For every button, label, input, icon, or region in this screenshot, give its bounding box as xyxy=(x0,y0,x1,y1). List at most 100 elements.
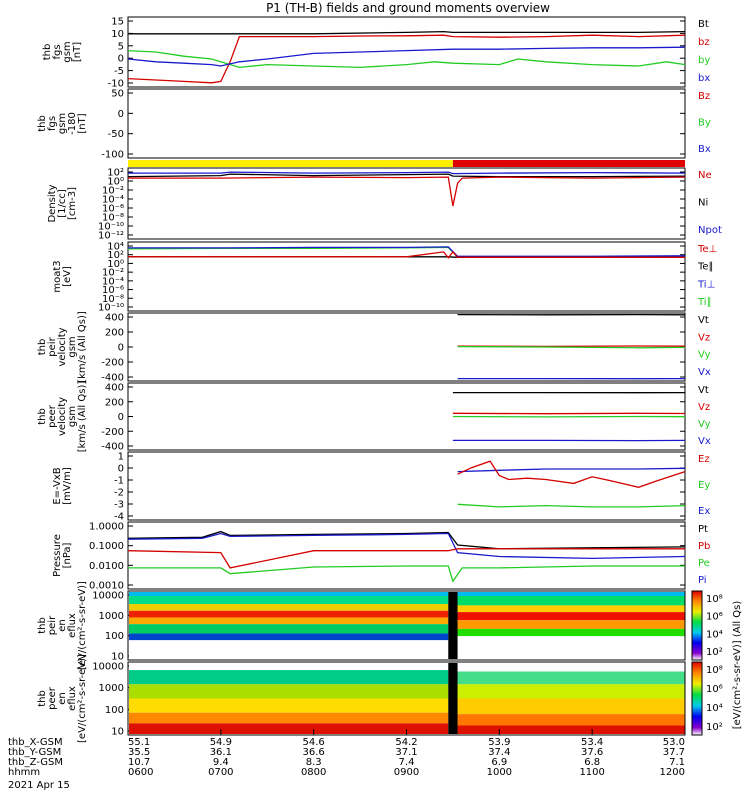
y-axis-label-line: velocity xyxy=(57,397,68,436)
legend-entry: Npot xyxy=(698,225,722,236)
y-tick-label: 10 xyxy=(111,652,124,663)
y-tick-label: -100 xyxy=(101,150,124,161)
legend-entry: Vx xyxy=(698,367,711,378)
y-axis-label-line: [nT] xyxy=(72,42,83,62)
spectrogram-band xyxy=(457,684,685,699)
spectrogram-band xyxy=(129,698,449,713)
legend-entry: Bx xyxy=(698,144,711,155)
y-axis-label-line: E=-VxB xyxy=(52,467,63,504)
y-tick-label: 200 xyxy=(105,397,124,408)
footer-value: 36.1 xyxy=(210,747,232,758)
footer-value: 53.4 xyxy=(581,737,603,748)
y-tick-label: 10⁻¹² xyxy=(98,231,124,242)
legend-entry: Ez xyxy=(698,454,710,465)
y-tick-label: 1 xyxy=(118,452,124,463)
y-tick-label: 400 xyxy=(105,313,124,324)
spectrogram-band xyxy=(129,633,449,641)
footer-value: 7.4 xyxy=(399,757,415,768)
y-tick-label: 0.0100 xyxy=(89,561,124,572)
y-axis-label: Pressure [nPa] xyxy=(52,534,73,577)
spectrogram-band xyxy=(129,610,449,618)
y-axis-label-line: thb xyxy=(37,690,48,707)
y-tick-label: -5 xyxy=(114,66,124,77)
y-axis-label-line: fgs xyxy=(47,116,58,131)
series-line-Pb xyxy=(127,548,685,569)
series-line-Pi xyxy=(127,532,686,560)
spectrogram-band xyxy=(129,592,449,597)
y-axis-label-line: [nT] xyxy=(77,113,88,133)
y-tick-label: 10⁻⁸ xyxy=(102,294,124,305)
panel-frame xyxy=(127,590,686,661)
y-axis-label-line: peer xyxy=(47,404,58,428)
y-tick-label: 10 xyxy=(111,727,124,738)
y-tick-label: 5 xyxy=(118,41,124,52)
y-tick-label: 10 xyxy=(111,29,124,40)
y-tick-label: -200 xyxy=(101,427,124,438)
legend-entry: Te⊥ xyxy=(697,244,717,255)
colorbar-tick-label: 10⁴ xyxy=(706,629,723,640)
colorbar-2 xyxy=(691,661,703,736)
y-axis-label: thb peer en eflux [eV/(cm²-s-sr-eV)] xyxy=(37,654,88,743)
legend-entry: Bt xyxy=(698,19,709,30)
footer-value: 37.1 xyxy=(395,747,417,758)
spectrogram-band xyxy=(457,596,685,606)
y-tick-label: 10⁰ xyxy=(107,259,124,270)
legend-entry: Ex xyxy=(698,506,710,517)
y-tick-label: -3 xyxy=(114,500,124,511)
series-line-Bt xyxy=(128,30,686,35)
y-axis-label-line: peer xyxy=(47,686,58,710)
y-tick-label: 0 xyxy=(118,343,124,354)
y-axis-label-line: en xyxy=(57,619,68,632)
footer-row-label: hhmm xyxy=(8,767,40,778)
legend-entry: bz xyxy=(698,37,710,48)
spectrogram-band xyxy=(129,640,449,659)
status-bar-yellow xyxy=(128,160,453,167)
footer-value: 54.6 xyxy=(303,737,325,748)
panel-p2: 50 0 -50 -100 thb fgs gsm -180 [nT] Bz By Bx xyxy=(37,88,711,161)
series-line-Ti∥ xyxy=(127,246,686,258)
y-tick-label: 10⁰ xyxy=(107,177,124,188)
footer-value: 6.8 xyxy=(584,757,600,768)
colorbar-tick-label: 10⁸ xyxy=(706,594,723,605)
y-axis-label-line: en xyxy=(57,692,68,705)
y-axis-label: thb peir velocity gsm [km/s (All Qs)] xyxy=(37,311,88,383)
spectrogram-band xyxy=(129,723,449,734)
y-tick-label: 10⁻² xyxy=(102,268,124,279)
y-axis-label-line: gsm xyxy=(62,41,73,62)
footer-value: 0600 xyxy=(128,767,153,778)
spectrogram-band xyxy=(457,671,685,685)
panel-p9: 10000 1000 100 10 thb peir en eflux [eV/(cm²-s-s… xyxy=(37,581,686,670)
y-tick-label: 10² xyxy=(107,168,124,179)
spectrogram-band xyxy=(457,698,685,715)
spectrogram-band xyxy=(457,612,685,621)
y-tick-label: 50 xyxy=(111,89,124,100)
y-axis-label-line: moat3 xyxy=(52,260,63,292)
y-axis-label: moat3 [eV] xyxy=(52,260,73,292)
figure-title: P1 (TH-B) fields and ground moments over… xyxy=(266,1,550,15)
series-line-Ey xyxy=(457,503,686,508)
y-axis-label-line: thb xyxy=(37,617,48,634)
panel-frame xyxy=(127,451,686,521)
y-tick-label: 0 xyxy=(118,464,124,475)
panel-frame xyxy=(127,16,686,88)
series-line-Ni xyxy=(127,173,686,178)
y-axis-label-line: [km/s (All Qs)] xyxy=(77,381,88,453)
panel-p10: 10000 1000 100 10 thb peer en eflux [eV/(cm²-s-s… xyxy=(37,654,686,743)
y-axis-label: thb peer velocity gsm [km/s (All Qs)] xyxy=(37,381,88,453)
y-axis-label-line: Density xyxy=(47,184,58,222)
footer-value: 1000 xyxy=(487,767,512,778)
y-axis-label-line: [cm-3] xyxy=(67,187,78,220)
y-axis-label-line: [nPa] xyxy=(62,542,73,568)
y-axis-label-line: gsm xyxy=(67,336,78,357)
footer-value: 53.0 xyxy=(663,737,685,748)
colorbar-label-group: [eV/(cm²-s-sr-eV)] (All Qs) xyxy=(732,601,743,730)
panel-frame xyxy=(127,88,686,159)
y-tick-label: 10000 xyxy=(92,591,124,602)
legend-entry: Ti⊥ xyxy=(697,279,715,290)
y-tick-label: 10000 xyxy=(92,662,124,673)
legend-entry: Vy xyxy=(698,419,711,430)
y-tick-label: 10⁻⁶ xyxy=(102,204,124,215)
y-axis-label-line: -180 xyxy=(67,112,78,135)
